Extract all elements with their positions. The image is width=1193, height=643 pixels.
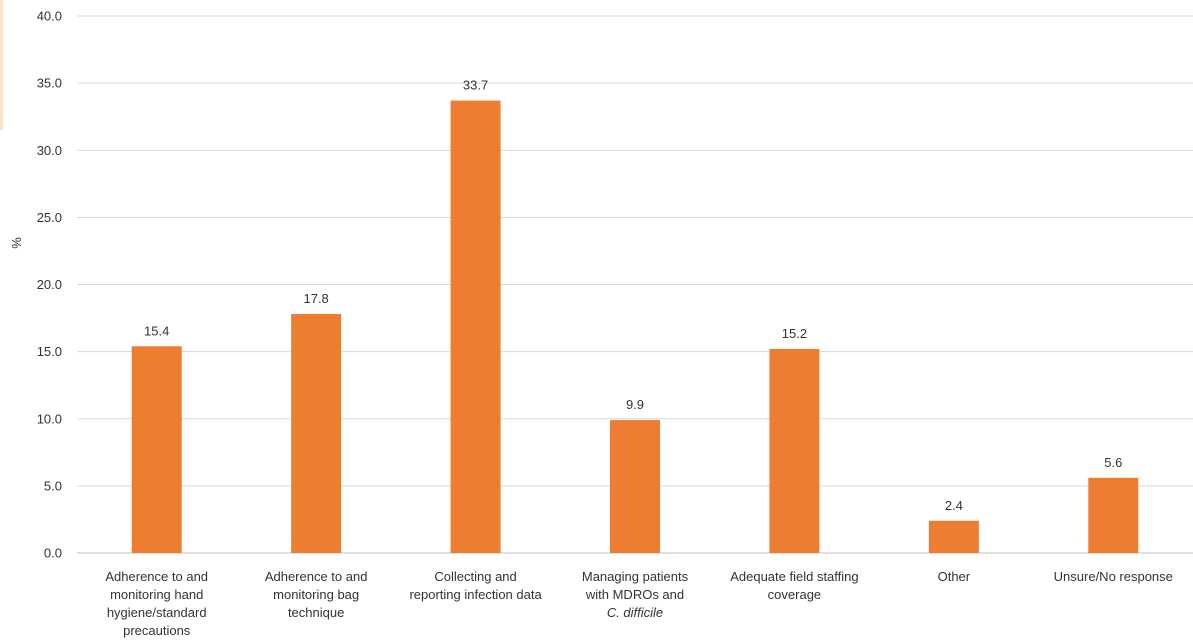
data-label: 2.4 [945,498,963,513]
y-tick-label: 5.0 [44,478,62,493]
category-label: Collecting and reporting infection data [409,569,542,602]
category-label-line: with MDROs and [585,587,684,602]
data-label: 15.4 [144,323,169,338]
category-label-line: Collecting and [434,569,516,584]
data-label: 33.7 [463,78,488,93]
y-axis-label: % [9,237,24,249]
left-edge-accent [0,0,3,130]
category-label-line: Adequate field staffing [730,569,858,584]
category-label-line: precautions [123,623,191,638]
y-tick-label: 15.0 [37,344,62,359]
category-label: Adequate field staffing coverage [730,569,858,602]
category-label-line: technique [288,605,344,620]
category-labels: Adherence to and monitoring hand hygiene/s… [105,569,1173,638]
y-tick-label: 30.0 [37,143,62,158]
bar [131,346,182,553]
bar [769,348,820,553]
data-label: 5.6 [1104,455,1122,470]
data-labels: 15.4 17.8 33.7 9.9 15.2 2.4 5.6 [144,78,1122,513]
category-label: Adherence to and monitoring bag technique [265,569,368,620]
category-label: Managing patients with MDROs and C. diffic… [582,569,689,620]
category-label-line: Other [938,569,971,584]
category-label: Other [938,569,971,584]
category-label-line: Managing patients [582,569,689,584]
y-tick-label: 40.0 [37,9,62,24]
y-tick-label: 35.0 [37,76,62,91]
category-label-line: Adherence to and [105,569,208,584]
category-label-line: monitoring hand [110,587,203,602]
bars [131,100,1139,553]
data-label: 17.8 [303,291,328,306]
category-label-line: monitoring bag [273,587,359,602]
category-label-line: hygiene/standard [107,605,207,620]
bar [450,100,501,553]
category-label-line: reporting infection data [409,587,542,602]
bar [291,314,342,553]
y-tick-label: 10.0 [37,411,62,426]
data-label: 15.2 [782,326,807,341]
category-label: Unsure/No response [1054,569,1173,584]
y-tick-labels: 0.0 5.0 10.0 15.0 20.0 25.0 30.0 35.0 40.0 [37,9,62,561]
category-label-line: coverage [768,587,821,602]
y-tick-label: 20.0 [37,277,62,292]
category-label: Adherence to and monitoring hand hygiene/s… [105,569,208,638]
y-tick-label: 25.0 [37,210,62,225]
data-label: 9.9 [626,397,644,412]
category-label-line: Adherence to and [265,569,368,584]
y-tick-label: 0.0 [44,546,62,561]
gridlines [77,15,1193,554]
bar [1088,477,1139,553]
category-label-line: Unsure/No response [1054,569,1173,584]
bar [610,420,660,553]
category-label-line: C. difficile [607,605,663,620]
bar [928,520,979,553]
